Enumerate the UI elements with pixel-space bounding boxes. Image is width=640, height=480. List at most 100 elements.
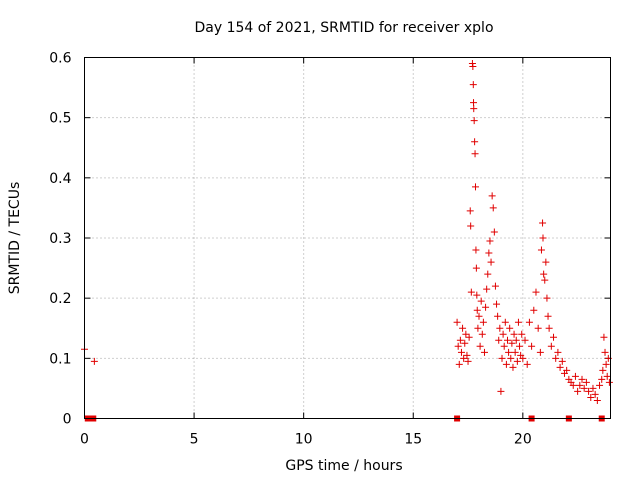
data-point bbox=[499, 330, 507, 338]
data-point bbox=[569, 381, 577, 389]
data-point bbox=[498, 354, 506, 362]
data-point bbox=[462, 330, 470, 338]
data-point bbox=[512, 336, 520, 344]
data-point bbox=[576, 381, 584, 389]
data-point bbox=[487, 258, 495, 266]
data-point bbox=[453, 318, 461, 326]
data-point bbox=[543, 294, 551, 302]
x-axis-label: GPS time / hours bbox=[285, 458, 402, 474]
data-point bbox=[578, 375, 586, 383]
y-tick-label: 0.3 bbox=[49, 231, 71, 247]
data-point bbox=[519, 354, 527, 362]
data-point bbox=[485, 249, 493, 257]
y-tick-label: 0.1 bbox=[49, 351, 71, 367]
data-point bbox=[554, 348, 562, 356]
data-point bbox=[542, 258, 550, 266]
data-point bbox=[464, 357, 472, 365]
y-tick-label: 0.2 bbox=[49, 291, 71, 307]
data-point bbox=[574, 387, 582, 395]
data-point bbox=[506, 324, 514, 332]
data-point bbox=[580, 384, 588, 392]
data-point bbox=[473, 291, 481, 299]
data-point bbox=[591, 390, 599, 398]
data-point bbox=[599, 366, 607, 374]
data-point bbox=[544, 312, 552, 320]
data-point bbox=[465, 333, 473, 341]
data-point bbox=[537, 246, 545, 254]
data-point bbox=[461, 339, 469, 347]
data-point bbox=[558, 357, 566, 365]
data-point bbox=[457, 348, 465, 356]
data-points bbox=[81, 60, 613, 422]
data-point bbox=[534, 324, 542, 332]
data-point bbox=[530, 306, 538, 314]
data-point bbox=[539, 219, 547, 227]
data-point bbox=[474, 324, 482, 332]
data-point bbox=[455, 360, 463, 368]
data-point bbox=[491, 282, 499, 290]
data-point bbox=[556, 363, 564, 371]
x-tick-label: 15 bbox=[404, 432, 422, 448]
data-point bbox=[463, 351, 471, 359]
data-point bbox=[516, 342, 524, 350]
data-point bbox=[484, 270, 492, 278]
data-point bbox=[470, 105, 478, 113]
data-point bbox=[571, 372, 579, 380]
data-point bbox=[511, 348, 519, 356]
data-point bbox=[493, 300, 501, 308]
data-point bbox=[521, 336, 529, 344]
data-point bbox=[603, 372, 611, 380]
data-point bbox=[541, 276, 549, 284]
data-point bbox=[552, 354, 560, 362]
data-point bbox=[528, 342, 536, 350]
data-point bbox=[480, 348, 488, 356]
data-point bbox=[500, 342, 508, 350]
data-point bbox=[547, 342, 555, 350]
data-point bbox=[523, 360, 531, 368]
data-point bbox=[497, 387, 505, 395]
data-point bbox=[490, 228, 498, 236]
data-point bbox=[540, 270, 548, 278]
data-point bbox=[532, 288, 540, 296]
data-point bbox=[489, 204, 497, 212]
grid-lines bbox=[84, 57, 611, 419]
data-point bbox=[510, 330, 518, 338]
data-point bbox=[470, 99, 478, 107]
x-tick-label: 20 bbox=[514, 432, 532, 448]
data-point bbox=[471, 150, 479, 158]
data-point bbox=[501, 318, 509, 326]
data-point bbox=[466, 207, 474, 215]
data-point bbox=[503, 336, 511, 344]
data-point bbox=[582, 378, 590, 386]
data-point bbox=[536, 348, 544, 356]
data-point bbox=[600, 333, 608, 341]
plot-frame bbox=[84, 57, 611, 419]
data-point bbox=[514, 318, 522, 326]
data-point bbox=[472, 246, 480, 254]
data-point bbox=[502, 360, 510, 368]
data-point bbox=[550, 333, 558, 341]
data-point bbox=[545, 324, 553, 332]
data-point bbox=[471, 138, 479, 146]
data-point bbox=[460, 354, 468, 362]
data-point bbox=[473, 306, 481, 314]
data-point bbox=[482, 303, 490, 311]
y-tick-label: 0 bbox=[63, 412, 72, 428]
data-point bbox=[513, 357, 521, 365]
data-point bbox=[598, 375, 606, 383]
data-point bbox=[479, 318, 487, 326]
x-tick-label: 5 bbox=[190, 432, 199, 448]
data-point bbox=[525, 318, 533, 326]
data-point bbox=[593, 396, 601, 404]
series-srmtid bbox=[81, 60, 613, 404]
y-tick-label: 0.4 bbox=[49, 171, 71, 187]
data-point bbox=[495, 336, 503, 344]
data-point bbox=[539, 234, 547, 242]
chart-title: Day 154 of 2021, SRMTID for receiver xpl… bbox=[194, 20, 493, 36]
data-point bbox=[486, 237, 494, 245]
data-point bbox=[509, 363, 517, 371]
data-point bbox=[488, 192, 496, 200]
data-point bbox=[587, 393, 595, 401]
data-point bbox=[469, 81, 477, 89]
